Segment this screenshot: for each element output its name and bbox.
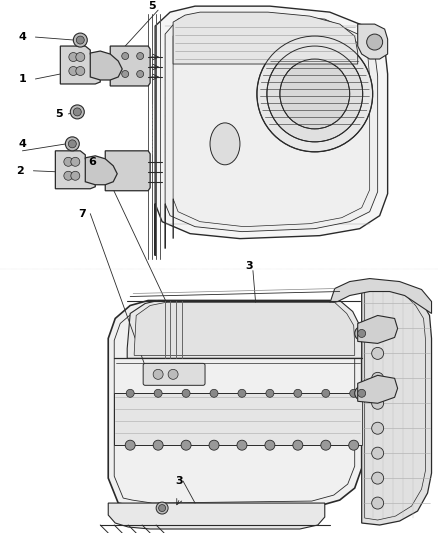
Text: 4: 4 <box>18 139 26 149</box>
Circle shape <box>137 70 144 77</box>
Text: 5: 5 <box>148 1 156 11</box>
Circle shape <box>73 33 87 47</box>
Circle shape <box>73 108 81 116</box>
Polygon shape <box>110 46 150 86</box>
Circle shape <box>260 39 370 149</box>
Circle shape <box>372 497 384 509</box>
Text: 2: 2 <box>17 166 24 176</box>
Circle shape <box>153 369 163 379</box>
Circle shape <box>76 67 85 76</box>
Circle shape <box>71 157 80 166</box>
Circle shape <box>76 36 84 44</box>
Circle shape <box>322 389 330 397</box>
Circle shape <box>126 389 134 397</box>
Circle shape <box>260 39 370 149</box>
Circle shape <box>64 171 73 180</box>
Circle shape <box>168 369 178 379</box>
Circle shape <box>265 440 275 450</box>
Circle shape <box>154 389 162 397</box>
Polygon shape <box>55 151 95 189</box>
Text: 7: 7 <box>78 209 86 219</box>
Circle shape <box>209 440 219 450</box>
Polygon shape <box>358 316 398 343</box>
Circle shape <box>125 440 135 450</box>
Circle shape <box>349 440 359 450</box>
Circle shape <box>156 502 168 514</box>
Circle shape <box>71 105 84 119</box>
Circle shape <box>358 329 366 337</box>
Circle shape <box>122 53 129 60</box>
Circle shape <box>372 373 384 384</box>
Circle shape <box>237 440 247 450</box>
Circle shape <box>159 505 166 512</box>
FancyBboxPatch shape <box>143 364 205 385</box>
Circle shape <box>65 137 79 151</box>
Circle shape <box>260 39 370 149</box>
Circle shape <box>260 39 370 149</box>
Circle shape <box>69 53 78 61</box>
Circle shape <box>372 397 384 409</box>
Polygon shape <box>173 12 358 64</box>
Circle shape <box>153 440 163 450</box>
Circle shape <box>372 422 384 434</box>
Circle shape <box>260 39 370 149</box>
Circle shape <box>182 389 190 397</box>
Circle shape <box>267 46 363 142</box>
Text: 3: 3 <box>245 261 253 271</box>
Circle shape <box>122 70 129 77</box>
Circle shape <box>372 472 384 484</box>
Circle shape <box>355 326 369 341</box>
Circle shape <box>210 389 218 397</box>
Polygon shape <box>362 286 431 525</box>
Circle shape <box>137 53 144 60</box>
Polygon shape <box>90 51 122 80</box>
Circle shape <box>372 348 384 359</box>
Circle shape <box>257 36 373 152</box>
Polygon shape <box>165 14 378 248</box>
Polygon shape <box>134 303 355 356</box>
Polygon shape <box>330 279 431 313</box>
Circle shape <box>266 389 274 397</box>
Circle shape <box>358 389 366 397</box>
Polygon shape <box>358 24 388 59</box>
Polygon shape <box>155 6 388 256</box>
Circle shape <box>260 39 370 149</box>
Circle shape <box>260 39 370 149</box>
Circle shape <box>294 389 302 397</box>
Circle shape <box>181 440 191 450</box>
Circle shape <box>350 389 358 397</box>
Polygon shape <box>127 301 362 358</box>
Circle shape <box>68 140 76 148</box>
Circle shape <box>64 157 73 166</box>
Circle shape <box>293 440 303 450</box>
Polygon shape <box>358 375 398 403</box>
Circle shape <box>355 386 369 400</box>
Text: 6: 6 <box>88 157 96 167</box>
Circle shape <box>260 39 370 149</box>
Polygon shape <box>105 151 150 191</box>
Circle shape <box>71 171 80 180</box>
Circle shape <box>76 53 85 61</box>
Circle shape <box>280 59 350 129</box>
Circle shape <box>260 39 370 149</box>
Circle shape <box>260 39 370 149</box>
Polygon shape <box>108 503 325 529</box>
Polygon shape <box>108 301 362 509</box>
Circle shape <box>367 34 383 50</box>
Polygon shape <box>60 46 100 84</box>
Circle shape <box>372 447 384 459</box>
Polygon shape <box>114 393 362 445</box>
Circle shape <box>238 389 246 397</box>
Polygon shape <box>85 156 117 185</box>
Ellipse shape <box>210 123 240 165</box>
Text: 3: 3 <box>175 476 183 486</box>
Text: 4: 4 <box>18 32 26 42</box>
Text: 1: 1 <box>18 74 26 84</box>
Text: 5: 5 <box>55 109 63 119</box>
Circle shape <box>321 440 331 450</box>
Circle shape <box>69 67 78 76</box>
